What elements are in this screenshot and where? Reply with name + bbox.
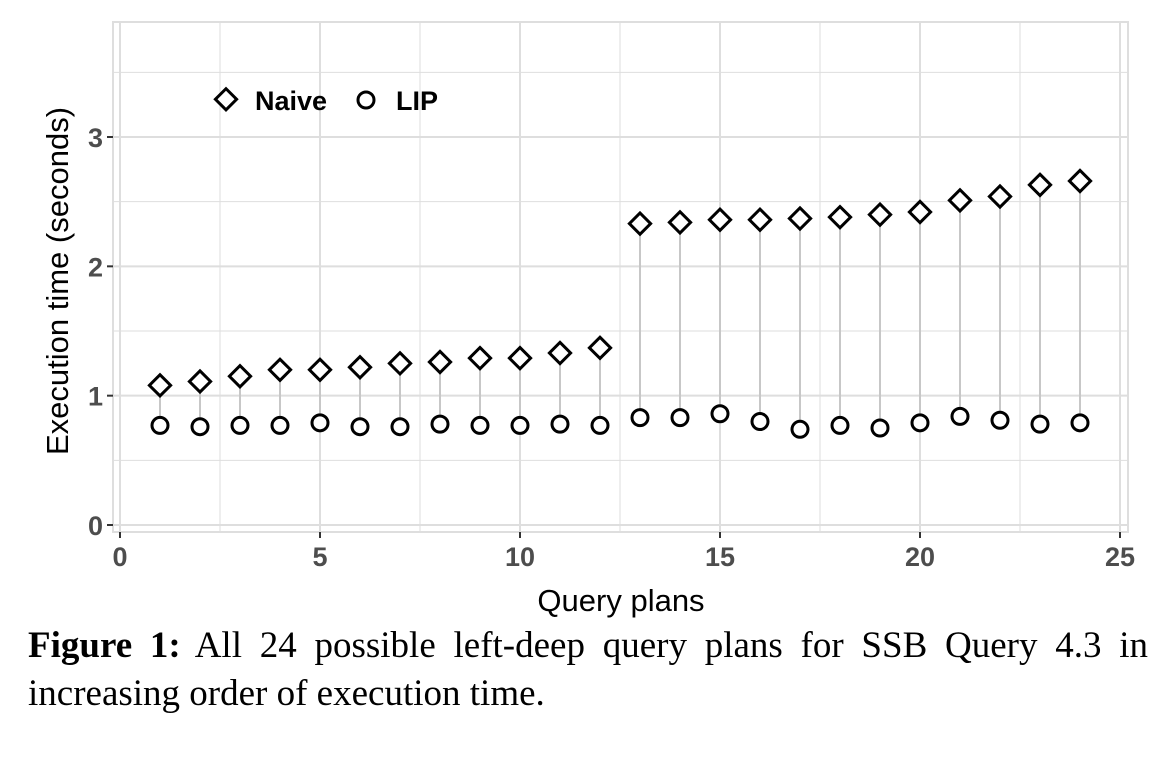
naive-point: [1067, 168, 1093, 194]
naive-point: [427, 349, 453, 375]
naive-point: [587, 335, 613, 361]
x-tick-label: 5: [312, 542, 327, 572]
naive-point: [267, 357, 293, 383]
lip-point: [510, 415, 530, 435]
naive-point: [827, 204, 853, 230]
legend-lip-label: LIP: [396, 86, 438, 116]
naive-point: [907, 199, 933, 225]
figure-caption: Figure 1: All 24 possible left-deep query…: [28, 622, 1148, 718]
legend: Naive LIP: [213, 86, 438, 116]
naive-point: [747, 207, 773, 233]
legend-naive-label: Naive: [255, 86, 327, 116]
y-tick-label: 0: [88, 511, 103, 541]
lip-point: [430, 414, 450, 434]
y-axis-title: Execution time (seconds): [40, 107, 75, 455]
lip-point: [550, 414, 570, 434]
naive-point: [227, 363, 253, 389]
x-tick-label: 15: [705, 542, 735, 572]
y-tick-label: 1: [88, 382, 103, 412]
scatter-chart: 0 5 10 15 20 25 0 1 2 3 Query plans Execution tim…: [40, 21, 1135, 618]
lip-point: [310, 413, 330, 433]
naive-point: [147, 372, 173, 399]
lip-point: [750, 412, 770, 432]
naive-point: [667, 209, 693, 236]
naive-point: [187, 368, 213, 395]
lip-point: [1030, 414, 1050, 434]
x-tick-label: 10: [505, 542, 535, 572]
lip-point: [950, 406, 970, 426]
data-markers: [147, 168, 1093, 439]
lip-point: [670, 408, 690, 428]
naive-point: [547, 340, 573, 366]
lip-point: [630, 408, 650, 428]
naive-point: [307, 357, 333, 383]
naive-point: [987, 183, 1013, 210]
lip-point: [790, 419, 810, 439]
lip-point: [470, 415, 490, 435]
lip-point: [870, 418, 890, 438]
x-axis-title: Query plans: [537, 583, 704, 618]
naive-point: [387, 350, 413, 377]
x-tick-label: 25: [1105, 542, 1135, 572]
lip-point: [1070, 413, 1090, 433]
naive-point: [467, 345, 493, 371]
naive-point: [1027, 172, 1053, 198]
lip-point: [590, 415, 610, 435]
naive-point: [787, 205, 813, 232]
y-tick-label: 3: [88, 123, 103, 153]
naive-point: [947, 187, 973, 214]
y-tick-label: 2: [88, 252, 103, 282]
x-tick-label: 0: [112, 542, 127, 572]
legend-naive-marker: [213, 86, 239, 113]
caption-label: Figure 1:: [28, 625, 181, 666]
lip-point: [390, 417, 410, 437]
lip-point: [910, 413, 930, 433]
x-tick-label: 20: [905, 542, 935, 572]
naive-point: [627, 210, 653, 237]
naive-point: [347, 354, 373, 380]
lip-point: [990, 410, 1010, 430]
lip-point: [710, 404, 730, 424]
lip-point: [350, 417, 370, 437]
axis-ticks: 0 5 10 15 20 25 0 1 2 3: [88, 123, 1135, 572]
caption-text: All 24 possible left-deep query plans fo…: [28, 625, 1148, 714]
naive-point: [867, 201, 893, 228]
lip-point: [230, 415, 250, 435]
naive-point: [507, 345, 533, 371]
plot-border: [112, 21, 1129, 533]
lip-point: [270, 415, 290, 435]
legend-lip-marker: [356, 90, 376, 110]
naive-point: [707, 207, 733, 233]
lip-point: [150, 415, 170, 435]
lip-point: [190, 417, 210, 437]
lip-point: [830, 415, 850, 435]
